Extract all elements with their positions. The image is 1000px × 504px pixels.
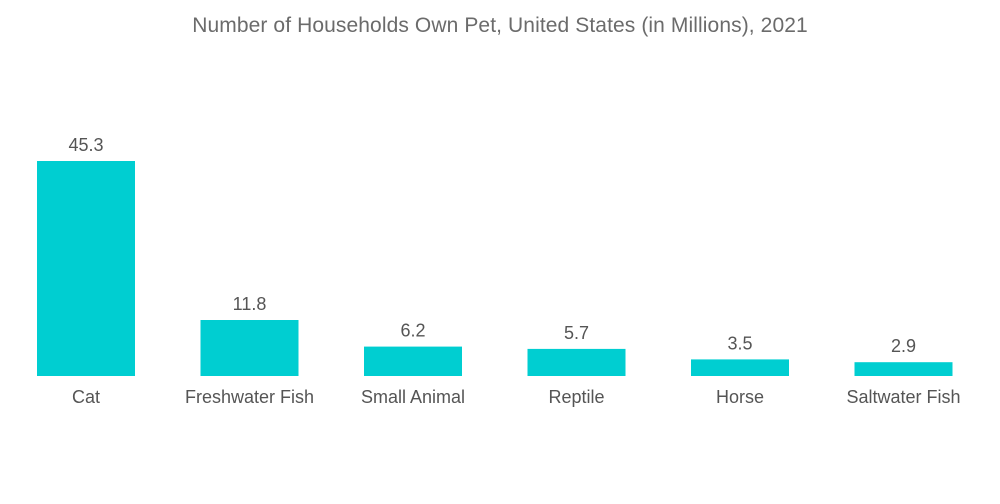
data-label-reptile: 5.7	[564, 323, 589, 343]
data-label-small-animal: 6.2	[400, 321, 425, 341]
category-label-saltwater-fish: Saltwater Fish	[846, 387, 960, 407]
data-label-horse: 3.5	[727, 333, 752, 353]
category-label-horse: Horse	[716, 387, 764, 407]
chart-title: Number of Households Own Pet, United Sta…	[192, 14, 808, 37]
bar-cat	[37, 161, 135, 376]
category-label-cat: Cat	[72, 387, 100, 407]
data-label-freshwater-fish: 11.8	[233, 294, 267, 314]
category-label-small-animal: Small Animal	[361, 387, 465, 407]
bar-reptile	[527, 348, 626, 376]
category-label-reptile: Reptile	[548, 387, 604, 407]
bar-small-animal	[364, 346, 462, 376]
bar-horse	[691, 359, 789, 376]
category-label-freshwater-fish: Freshwater Fish	[185, 387, 314, 407]
bar-freshwater-fish	[200, 320, 299, 376]
data-label-saltwater-fish: 2.9	[891, 336, 916, 356]
bar-saltwater-fish	[854, 362, 953, 376]
data-label-cat: 45.3	[68, 135, 103, 155]
